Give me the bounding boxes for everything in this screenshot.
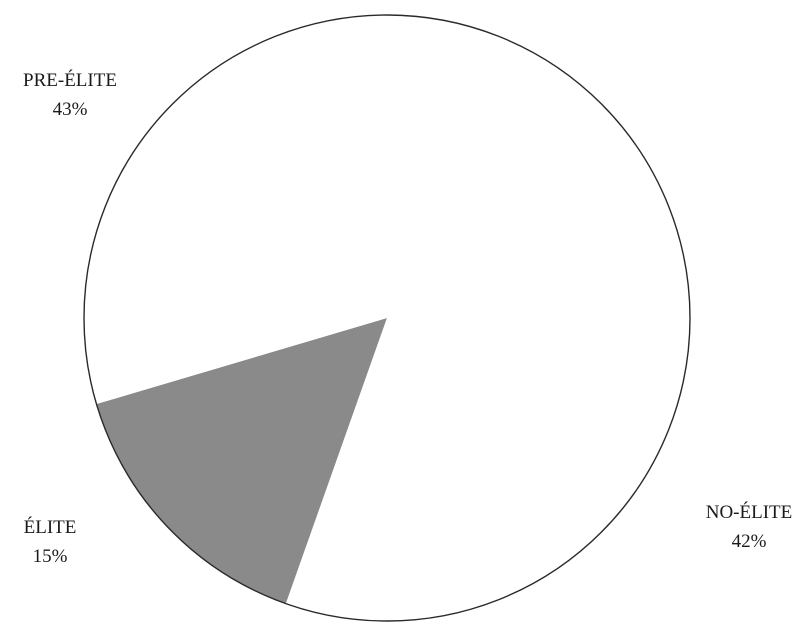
pie-slices [83, 14, 691, 622]
slice-label-pre-elite: PRE-ÉLITE 43% [23, 66, 117, 124]
pie-slice-pre-elite [84, 15, 614, 405]
slice-value-no-elite: 42% [731, 531, 767, 552]
pie-outline [83, 14, 691, 622]
slice-value-elite: 15% [32, 546, 68, 567]
pie-slice-elite [96, 318, 387, 604]
slice-name-pre-elite: PRE-ÉLITE [23, 70, 117, 91]
slice-value-pre-elite: 43% [52, 99, 88, 120]
slice-name-elite: ÉLITE [23, 517, 77, 538]
slice-label-no-elite: NO-ÉLITE 42% [706, 498, 793, 556]
slice-name-no-elite: NO-ÉLITE [705, 502, 793, 523]
pie-slice-no-elite [285, 116, 690, 621]
slice-label-elite: ÉLITE 15% [24, 513, 77, 571]
